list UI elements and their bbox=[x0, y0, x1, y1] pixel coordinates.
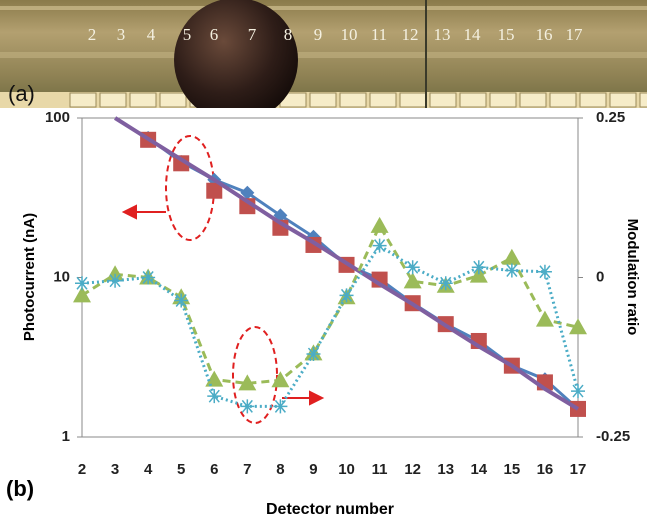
marker bbox=[472, 260, 486, 274]
x-tick-label: 15 bbox=[504, 461, 521, 478]
figure: (a) 234567891011121314151617 Photocurren… bbox=[0, 0, 647, 525]
y2-axis-label: Modulation ratio bbox=[624, 219, 641, 336]
photo-cell bbox=[430, 93, 456, 107]
x-tick-label: 11 bbox=[372, 461, 388, 478]
photo-cell bbox=[400, 93, 426, 107]
x-tick-label: 10 bbox=[338, 461, 355, 478]
photo-cell bbox=[610, 93, 636, 107]
marker bbox=[174, 293, 188, 307]
panel-label: (b) bbox=[6, 476, 34, 501]
photo-label: 8 bbox=[284, 25, 293, 44]
y-tick-label: 10 bbox=[53, 268, 70, 285]
photo-cell bbox=[160, 93, 186, 107]
photo-cell bbox=[340, 93, 366, 107]
x-tick-label: 17 bbox=[570, 461, 587, 478]
photo-cell bbox=[580, 93, 606, 107]
marker bbox=[205, 371, 223, 387]
photo-label: 16 bbox=[536, 25, 553, 44]
marker bbox=[538, 265, 552, 279]
photo-label: 15 bbox=[498, 25, 515, 44]
marker bbox=[108, 274, 122, 288]
marker bbox=[373, 239, 387, 253]
y-axis-label: Photocurrent (nA) bbox=[21, 213, 38, 341]
x-tick-label: 5 bbox=[177, 461, 185, 478]
y2-tick-label: 0.25 bbox=[596, 109, 625, 126]
photo-label: 9 bbox=[314, 25, 323, 44]
photo-cell bbox=[70, 93, 96, 107]
marker bbox=[404, 272, 422, 288]
marker bbox=[141, 271, 155, 285]
photo-cell bbox=[640, 93, 647, 107]
x-tick-label: 14 bbox=[470, 461, 487, 478]
x-tick-label: 16 bbox=[537, 461, 554, 478]
photo-label: 12 bbox=[402, 25, 419, 44]
photo-label: 10 bbox=[341, 25, 358, 44]
marker bbox=[571, 384, 585, 398]
y2-tick-label: -0.25 bbox=[596, 428, 630, 445]
x-tick-label: 8 bbox=[276, 461, 284, 478]
marker bbox=[439, 276, 453, 290]
x-tick-label: 4 bbox=[144, 461, 153, 478]
photo-label: 2 bbox=[88, 25, 97, 44]
x-tick-label: 6 bbox=[210, 461, 218, 478]
marker bbox=[503, 249, 521, 265]
panel-label: (a) bbox=[8, 81, 35, 106]
y-tick-label: 1 bbox=[62, 428, 70, 445]
x-axis-label: Detector number bbox=[266, 501, 394, 518]
marker bbox=[371, 217, 389, 233]
photo-label: 7 bbox=[248, 25, 257, 44]
photo-cell bbox=[460, 93, 486, 107]
photo-label: 4 bbox=[147, 25, 156, 44]
photo-label: 3 bbox=[117, 25, 126, 44]
plot-frame bbox=[82, 118, 578, 437]
photo-label: 5 bbox=[183, 25, 192, 44]
photo-cell bbox=[550, 93, 576, 107]
marker bbox=[406, 260, 420, 274]
x-tick-label: 9 bbox=[309, 461, 317, 478]
marker bbox=[240, 399, 254, 413]
photo-label: 14 bbox=[464, 25, 482, 44]
x-tick-label: 7 bbox=[243, 461, 251, 478]
x-tick-label: 2 bbox=[78, 461, 86, 478]
x-tick-label: 13 bbox=[437, 461, 454, 478]
photo-cell bbox=[130, 93, 156, 107]
marker bbox=[207, 389, 221, 403]
photo-label: 6 bbox=[210, 25, 219, 44]
photo-label: 11 bbox=[371, 25, 387, 44]
marker bbox=[340, 288, 354, 302]
marker bbox=[536, 311, 554, 327]
marker bbox=[75, 276, 89, 290]
marker bbox=[505, 263, 519, 277]
x-tick-label: 3 bbox=[111, 461, 119, 478]
marker bbox=[306, 347, 320, 361]
marker bbox=[273, 399, 287, 413]
series-line bbox=[82, 246, 578, 407]
photo-cell bbox=[370, 93, 396, 107]
photo-label: 17 bbox=[566, 25, 584, 44]
photo-cell bbox=[520, 93, 546, 107]
y-tick-label: 100 bbox=[45, 109, 70, 126]
y2-tick-label: 0 bbox=[596, 268, 604, 285]
photo-label: 13 bbox=[434, 25, 451, 44]
photo-cell bbox=[100, 93, 126, 107]
photo-cell bbox=[310, 93, 336, 107]
photo-cell bbox=[490, 93, 516, 107]
x-tick-label: 12 bbox=[404, 461, 421, 478]
